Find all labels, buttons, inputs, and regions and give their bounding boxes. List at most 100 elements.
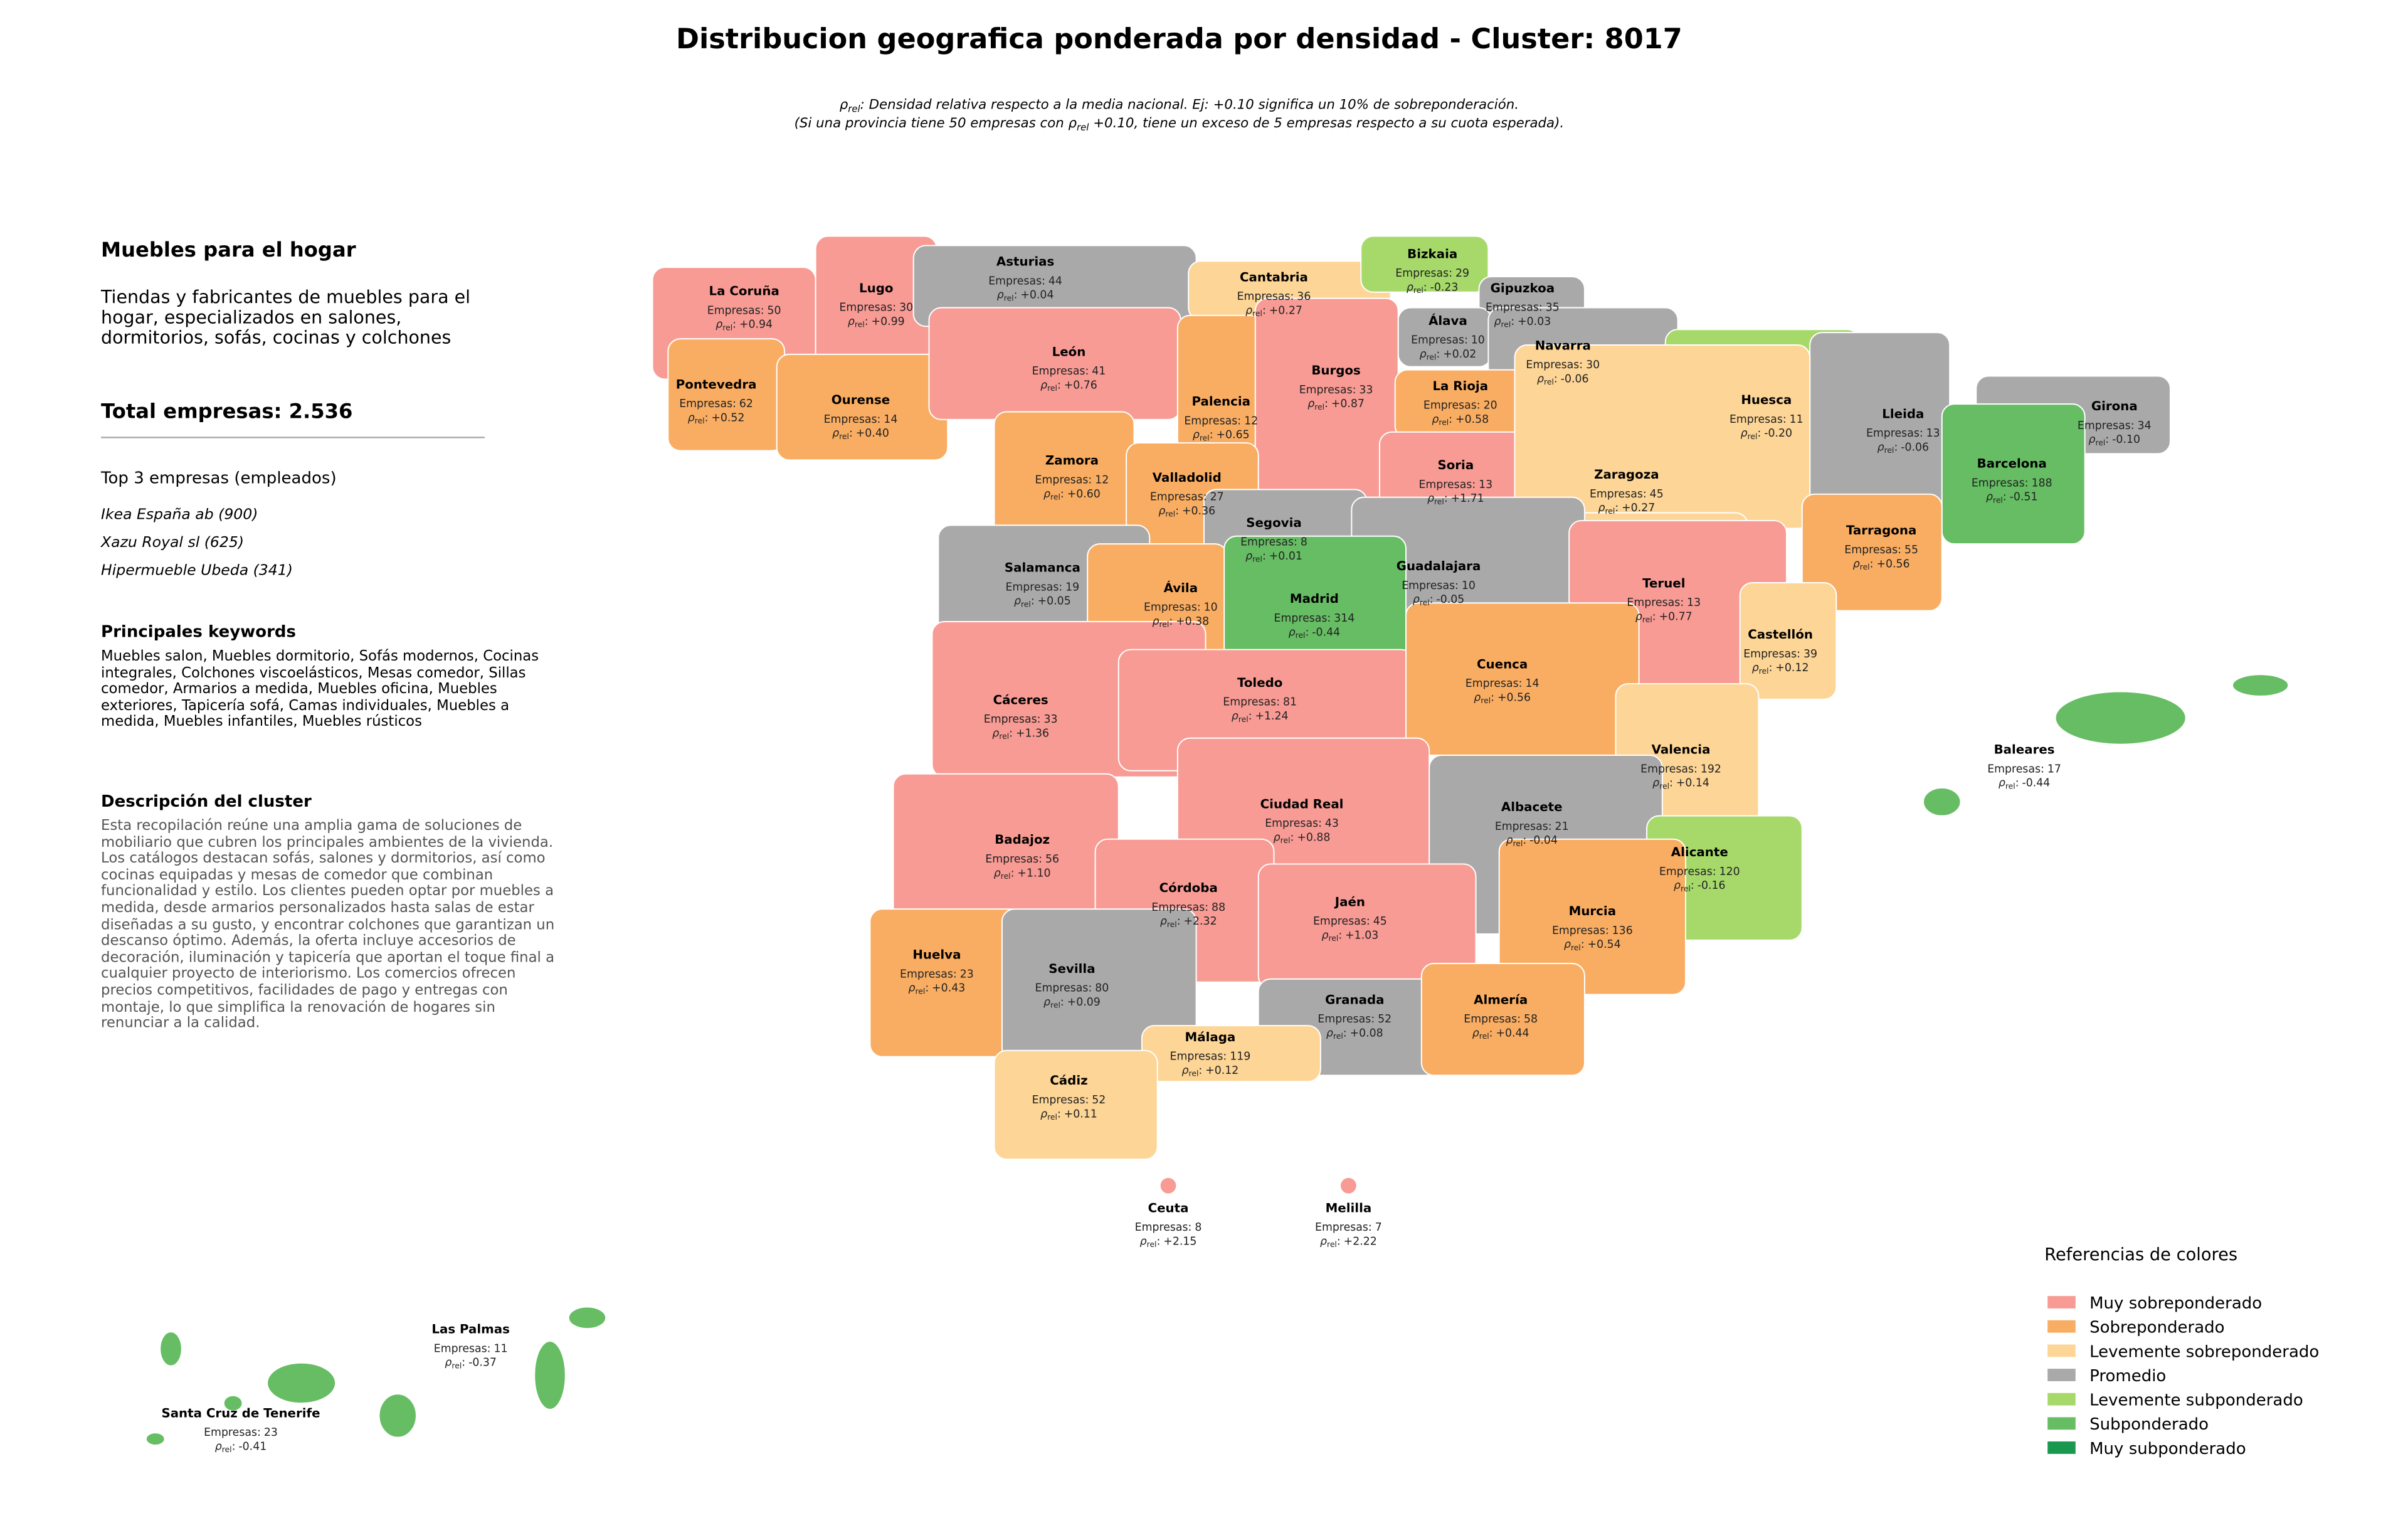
province-name: Zaragoza	[1594, 467, 1659, 482]
rho-separator: :	[1894, 441, 1898, 454]
companies-prefix: Empresas:	[1035, 474, 1092, 486]
rho-symbol: ρ	[1564, 938, 1571, 951]
companies-value: 12	[1244, 415, 1258, 427]
province-rho: ρrel: +0.87	[1307, 398, 1365, 411]
province-rho: ρrel: +0.38	[1152, 615, 1209, 629]
province-rho: ρrel: +0.77	[1635, 610, 1692, 624]
companies-prefix: Empresas:	[1035, 982, 1092, 995]
rho-symbol: ρ	[997, 289, 1004, 302]
province-name: Valladolid	[1153, 470, 1222, 485]
subtitle: ρrel: Densidad relativa respecto a la me…	[840, 97, 1519, 114]
companies-value: 88	[1212, 901, 1225, 914]
province-name: Sevilla	[1048, 962, 1095, 976]
rho-symbol: ρ	[1999, 777, 2005, 790]
rho-symbol: ρ	[1506, 834, 1513, 847]
rho-symbol: ρ	[832, 427, 839, 440]
province-companies: Empresas: 43	[1265, 817, 1339, 830]
subtitle-part: (Si una provincia tiene 50 empresas con …	[795, 115, 1077, 131]
companies-value: 52	[1378, 1013, 1391, 1026]
province-shape	[892, 773, 1119, 926]
rho-subscript: rel	[1993, 496, 2003, 504]
rho-value: -0.51	[2010, 491, 2038, 504]
rho-separator: :	[732, 319, 736, 331]
province-companies: Empresas: 7	[1315, 1221, 1382, 1234]
rho-separator: :	[1430, 593, 1434, 606]
rho-subscript: rel	[1420, 598, 1430, 607]
rho-symbol: ρ	[716, 319, 722, 331]
rho-subscript: rel	[1200, 433, 1210, 442]
rho-symbol: ρ	[1043, 996, 1050, 1009]
rho-value: +0.52	[711, 411, 744, 424]
companies-value: 12	[1095, 474, 1109, 486]
subtitle-part: ρ	[840, 97, 848, 112]
rho-value: +0.54	[1588, 938, 1621, 951]
province-rho: ρrel: +0.40	[832, 427, 889, 441]
rho-value: +0.56	[1497, 691, 1531, 704]
companies-value: 19	[1065, 581, 1079, 593]
province-rho: ρrel: -0.23	[1407, 281, 1459, 295]
rho-separator: :	[1177, 915, 1181, 928]
province-name: Álava	[1428, 314, 1467, 328]
companies-prefix: Empresas:	[1170, 1051, 1227, 1063]
rho-separator: :	[849, 427, 853, 440]
province-name: Lleida	[1882, 406, 1924, 421]
rho-symbol: ρ	[1160, 915, 1167, 928]
rho-subscript: rel	[1252, 555, 1262, 564]
province-name: Ávila	[1164, 581, 1198, 595]
province-name: Badajoz	[995, 832, 1050, 847]
legend-label: Muy subponderado	[2089, 1440, 2246, 1458]
rho-value: +1.36	[1016, 727, 1049, 740]
companies-value: 13	[1926, 427, 1940, 440]
rho-separator: :	[1769, 662, 1773, 674]
companies-prefix: Empresas:	[1866, 427, 1923, 440]
province-companies: Empresas: 39	[1743, 648, 1817, 661]
companies-prefix: Empresas:	[1411, 334, 1468, 347]
companies-prefix: Empresas:	[1659, 866, 1716, 878]
companies-value: 21	[1555, 820, 1569, 833]
companies-value: 43	[1325, 817, 1339, 830]
rho-subscript: rel	[1759, 667, 1769, 676]
rho-subscript: rel	[222, 1445, 232, 1454]
province-rho: ρrel: +0.27	[1598, 502, 1655, 516]
rho-subscript: rel	[1328, 934, 1338, 943]
companies-value: 23	[264, 1426, 278, 1439]
rho-symbol: ρ	[1877, 441, 1884, 454]
rho-value: -0.06	[1901, 441, 1929, 454]
rho-symbol: ρ	[1320, 1235, 1327, 1248]
province-shape	[1739, 582, 1837, 700]
companies-value: 23	[960, 968, 974, 980]
description-title: Descripción del cluster	[101, 792, 312, 812]
companies-value: 33	[1043, 713, 1057, 726]
province-name: Jaén	[1334, 894, 1365, 909]
companies-prefix: Empresas:	[1486, 301, 1543, 314]
rho-symbol: ρ	[1193, 429, 1200, 442]
companies-value: 17	[2047, 763, 2061, 775]
legend-swatch	[2047, 1369, 2076, 1381]
rho-value: +0.43	[932, 982, 965, 995]
province-rho: ρrel: -0.51	[1986, 491, 2038, 505]
province-rho: ρrel: +1.10	[994, 867, 1051, 881]
rho-separator: :	[1615, 502, 1619, 514]
rho-symbol: ρ	[1635, 610, 1642, 623]
province-rho: ρrel: +0.52	[688, 411, 745, 425]
rho-value: +0.58	[1455, 413, 1489, 426]
province-shape	[378, 1393, 417, 1438]
rho-value: +2.15	[1163, 1235, 1196, 1248]
rho-subscript: rel	[1544, 378, 1554, 386]
province-name: La Rioja	[1432, 379, 1488, 393]
rho-separator: :	[1014, 289, 1018, 302]
rho-separator: :	[1057, 379, 1061, 391]
companies-prefix: Empresas:	[679, 398, 736, 410]
legend-label: Sobreponderado	[2089, 1318, 2224, 1337]
companies-prefix: Empresas:	[1464, 1013, 1521, 1026]
rho-subscript: rel	[1281, 836, 1291, 845]
province-rho: ρrel: +0.03	[1494, 316, 1551, 329]
rho-subscript: rel	[1165, 510, 1175, 519]
province-companies: Empresas: 58	[1464, 1013, 1538, 1026]
rho-subscript: rel	[1748, 432, 1758, 441]
province-rho: ρrel: +0.04	[997, 289, 1054, 303]
province-companies: Empresas: 120	[1659, 866, 1740, 878]
companies-prefix: Empresas:	[1423, 400, 1481, 412]
rho-separator: :	[1249, 710, 1252, 723]
